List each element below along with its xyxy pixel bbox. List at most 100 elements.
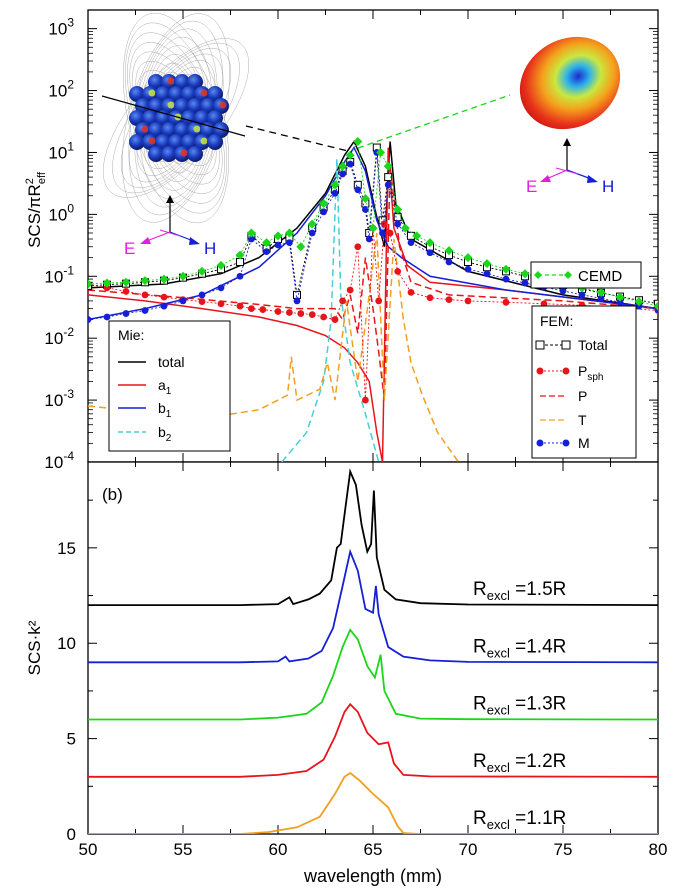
data-point-circle xyxy=(394,220,402,228)
nanosphere xyxy=(207,134,223,150)
ellipsoid-inset-image xyxy=(519,36,621,130)
data-point-diamond xyxy=(197,266,207,276)
data-point-diamond xyxy=(368,223,378,233)
data-point-circle xyxy=(354,243,362,251)
data-point-circle xyxy=(346,286,354,294)
hotspot xyxy=(193,125,201,133)
panel-a-y-tick-label: 102 xyxy=(48,78,74,101)
data-point-circle xyxy=(464,297,472,305)
data-point-circle xyxy=(426,249,434,257)
data-point-diamond xyxy=(463,253,473,263)
nanosphere xyxy=(168,86,184,102)
panel-a-y-tick-label: 101 xyxy=(48,139,74,162)
data-point-circle xyxy=(263,248,270,256)
nanosphere xyxy=(187,146,203,162)
legend-fem: FEM: Total Psph P T M xyxy=(531,305,637,459)
data-point-diamond xyxy=(216,260,226,270)
axes-triad-right xyxy=(540,138,598,183)
data-point-circle xyxy=(103,284,111,292)
nanosphere xyxy=(129,110,145,126)
data-point-diamond xyxy=(353,137,363,147)
data-point-circle xyxy=(179,297,187,305)
legend-mie-b2: b2 xyxy=(158,424,172,444)
panel-b-ticks xyxy=(87,462,659,835)
data-point-diamond xyxy=(262,238,272,248)
nanosphere xyxy=(213,122,229,138)
data-point-diamond xyxy=(140,276,150,286)
offset-curve xyxy=(88,771,658,834)
nanosphere xyxy=(148,74,164,90)
data-point-circle xyxy=(88,316,92,323)
data-point-circle xyxy=(286,309,293,316)
legend-cemd-label: CEMD xyxy=(578,268,622,285)
data-point-circle xyxy=(375,297,383,305)
offset-curve xyxy=(88,548,658,664)
nanosphere xyxy=(148,122,164,138)
data-point-diamond xyxy=(400,223,410,233)
nanosphere xyxy=(148,146,164,162)
axes-triad-left xyxy=(140,195,200,245)
offset-curve-label: Rexcl =1.2R xyxy=(473,751,566,775)
data-point-diamond xyxy=(345,150,355,160)
nanosphere xyxy=(207,110,223,126)
nanosphere xyxy=(174,98,190,114)
data-point-diamond xyxy=(246,228,256,238)
panel-b-y-tick-label: 10 xyxy=(57,634,76,653)
data-point-circle xyxy=(362,396,369,404)
data-point-diamond xyxy=(284,228,294,238)
inset-pointer-right xyxy=(357,94,511,149)
data-point-circle xyxy=(141,291,149,299)
data-point-diamond xyxy=(376,147,386,157)
data-point-circle xyxy=(320,313,327,321)
x-tick-label: 75 xyxy=(554,840,573,859)
data-point-circle xyxy=(236,302,244,310)
panel-a-y-tick-labels: 10-4 10-3 10-2 10-1 100 101 102 103 xyxy=(44,16,74,472)
data-point-circle xyxy=(141,307,149,314)
data-point-circle xyxy=(236,272,244,280)
panel-a-ticks xyxy=(87,9,659,463)
offset-curve-label: Rexcl =1.1R xyxy=(473,808,566,832)
data-point-circle xyxy=(540,300,548,308)
e-label-left: E xyxy=(124,239,135,258)
data-point-circle xyxy=(381,220,388,228)
data-point-circle xyxy=(320,208,327,216)
panel-a-y-axis-label: SCS/πR2eff xyxy=(24,171,48,248)
x-tick-label: 80 xyxy=(649,840,668,859)
data-point-circle xyxy=(331,316,339,323)
data-point-circle xyxy=(259,306,267,313)
data-point-circle xyxy=(122,287,130,295)
offset-curve xyxy=(88,468,658,606)
offset-curve xyxy=(88,702,658,778)
nanosphere xyxy=(161,146,177,162)
legend-mie-total: total xyxy=(158,354,184,370)
nanosphere xyxy=(181,86,197,102)
data-point-diamond xyxy=(634,297,644,307)
data-point-diamond xyxy=(412,231,422,241)
data-point-circle xyxy=(483,270,491,278)
series-line-P xyxy=(88,166,658,401)
data-point-circle xyxy=(103,313,111,321)
legend-fem-total: Total xyxy=(578,337,608,353)
data-point-diamond xyxy=(102,278,112,288)
data-point-circle xyxy=(597,294,605,302)
panel-b-y-tick-label: 5 xyxy=(67,730,76,749)
nanosphere xyxy=(187,74,203,90)
panel-a-y-tick-label: 10-1 xyxy=(44,263,74,286)
hotspot xyxy=(219,101,227,109)
hotspot xyxy=(200,89,208,97)
data-point-circle xyxy=(407,239,415,246)
data-point-circle xyxy=(354,186,362,194)
x-axis-label: wavelength (mm) xyxy=(303,866,442,886)
nanosphere xyxy=(200,122,216,138)
x-tick-label: 55 xyxy=(174,840,193,859)
data-point-circle xyxy=(122,310,130,317)
data-point-circle xyxy=(293,297,301,305)
offset-curve xyxy=(88,628,658,721)
panel-b-y-tick-label: 15 xyxy=(57,539,76,558)
data-point-diamond xyxy=(360,194,370,204)
data-point-square xyxy=(393,213,402,222)
data-point-circle xyxy=(308,229,316,237)
nanosphere xyxy=(194,110,210,126)
data-point-diamond xyxy=(338,161,348,171)
data-point-circle xyxy=(365,235,373,243)
